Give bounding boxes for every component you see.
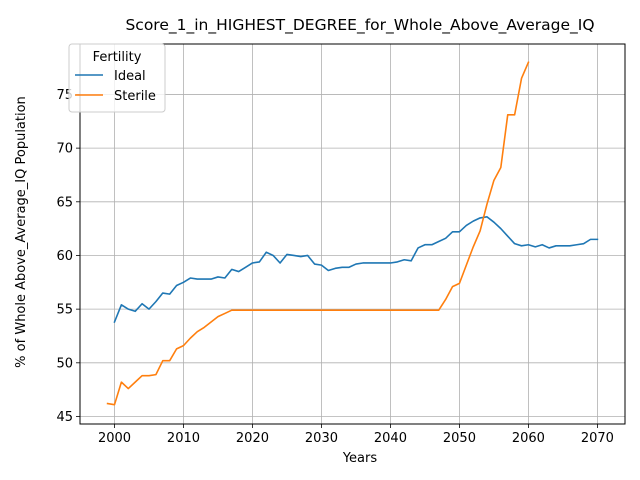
x-tick-label: 2050 [443,431,476,446]
series-line-ideal [113,216,599,324]
x-tick-label: 2040 [374,431,407,446]
chart-title: Score_1_in_HIGHEST_DEGREE_for_Whole_Abov… [125,16,594,35]
y-axis-label: % of Whole Above_Average_IQ Population [14,96,29,368]
y-tick-label: 50 [56,356,73,371]
x-tick-label: 2030 [305,431,338,446]
x-tick-label: 2000 [98,431,131,446]
series-line-sterile [106,61,530,406]
x-tick-label: 2060 [512,431,545,446]
legend-label-sterile: Sterile [114,89,156,104]
y-tick-label: 55 [56,303,73,318]
legend-title: Fertility [93,50,142,65]
y-tick-label: 45 [56,410,73,425]
x-axis-label: Years [342,451,378,466]
y-tick-label: 70 [56,142,73,157]
legend: Fertility Ideal Sterile [68,43,166,113]
plot-frame [79,43,626,425]
x-tick-label: 2070 [581,431,614,446]
x-tick-label: 2010 [167,431,200,446]
data-lines [106,61,599,406]
legend-label-ideal: Ideal [114,69,146,84]
legend-entries: Ideal Sterile [75,69,156,104]
x-tick-label: 2020 [236,431,269,446]
grid [80,44,625,424]
y-tick-label: 60 [56,249,73,264]
axis-ticks: 2000 2010 2020 2030 2040 2050 2060 2070 45 50 55 60… [56,88,613,446]
y-tick-label: 65 [56,195,73,210]
